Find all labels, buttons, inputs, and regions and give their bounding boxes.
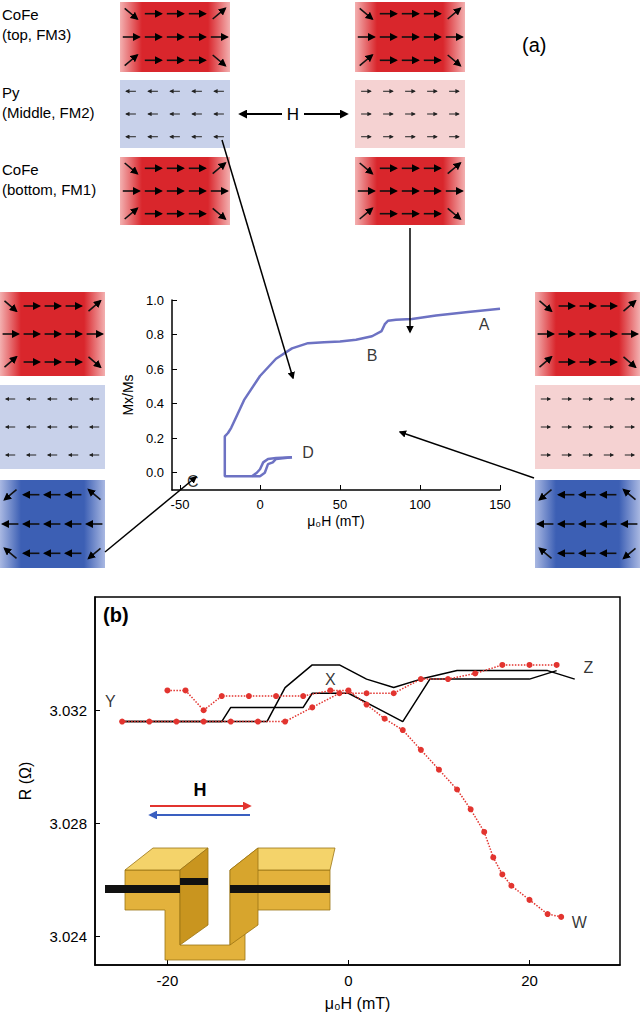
html-text:(bottom, FM1): (bottom, FM1)	[2, 181, 97, 198]
svg-text:0.4: 0.4	[146, 396, 164, 411]
svg-text:3.028: 3.028	[49, 815, 87, 832]
svg-text:μ₀H (mT): μ₀H (mT)	[325, 995, 391, 1012]
html-text:(a): (a)	[522, 34, 547, 56]
svg-text:-20: -20	[157, 972, 179, 989]
svg-text:0.8: 0.8	[146, 327, 164, 342]
html-text:(Middle, FM2): (Middle, FM2)	[2, 104, 95, 121]
svg-text:H: H	[194, 780, 207, 800]
svg-text:3.024: 3.024	[49, 928, 87, 945]
svg-text:150: 150	[489, 497, 511, 512]
svg-text:50: 50	[333, 497, 347, 512]
svg-text:-50: -50	[171, 497, 190, 512]
svg-text:C: C	[187, 473, 199, 490]
svg-text:1.0: 1.0	[146, 293, 164, 308]
svg-text:Mx/Ms: Mx/Ms	[120, 374, 136, 415]
html-text:CoFe: CoFe	[2, 161, 39, 178]
svg-text:0.6: 0.6	[146, 362, 164, 377]
html-text:(b): (b)	[103, 604, 129, 626]
svg-text:3.032: 3.032	[49, 702, 87, 719]
svg-text:H: H	[287, 105, 299, 124]
svg-text:0: 0	[256, 497, 263, 512]
svg-text:0.2: 0.2	[146, 431, 164, 446]
svg-text:W: W	[572, 914, 588, 931]
svg-text:Y: Y	[105, 693, 116, 710]
svg-text:0.0: 0.0	[146, 465, 164, 480]
svg-text:μ₀H (mT): μ₀H (mT)	[307, 513, 364, 529]
svg-text:D: D	[302, 444, 314, 461]
svg-text:20: 20	[521, 972, 538, 989]
svg-text:Z: Z	[583, 659, 593, 676]
svg-text:B: B	[367, 347, 378, 364]
svg-text:R (Ω): R (Ω)	[17, 762, 34, 801]
html-text:CoFe: CoFe	[2, 6, 39, 23]
svg-text:0: 0	[344, 972, 352, 989]
html-text:Py: Py	[2, 84, 20, 101]
svg-text:X: X	[325, 671, 336, 688]
html-text:(top, FM3): (top, FM3)	[2, 26, 72, 43]
svg-text:A: A	[479, 316, 490, 333]
svg-text:100: 100	[409, 497, 431, 512]
